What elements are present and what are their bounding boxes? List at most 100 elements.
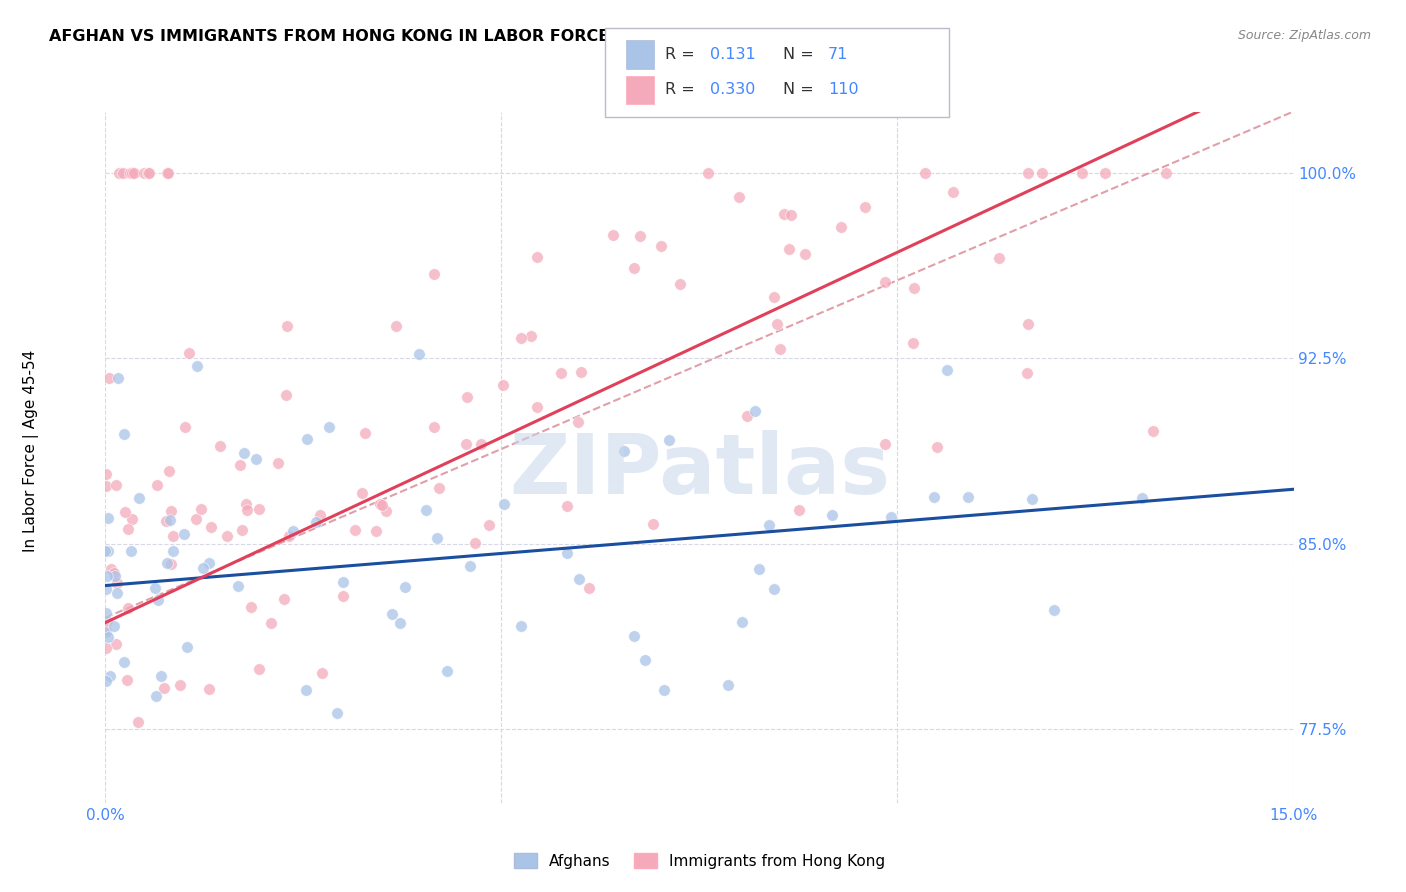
Point [470,437,492,451]
Point [155,514,177,528]
Point [173,527,195,541]
Point [628,229,651,244]
Point [1043,603,1066,617]
Point [105,477,128,491]
Point [148,592,170,607]
Legend: Afghans, Immigrants from Hong Kong: Afghans, Immigrants from Hong Kong [508,847,891,875]
Point [1017,317,1039,331]
Point [94,674,117,689]
Point [162,529,184,543]
Point [1094,166,1116,180]
Point [103,618,125,632]
Point [136,166,159,180]
Point [121,166,143,180]
Point [344,523,367,537]
Point [873,437,896,451]
Point [748,562,770,576]
Point [326,706,349,720]
Text: R =: R = [665,47,695,62]
Point [623,260,645,275]
Point [122,166,145,180]
Point [114,505,136,519]
Point [366,524,388,539]
Point [278,528,301,542]
Text: N =: N = [783,82,814,97]
Point [332,574,354,589]
Point [157,464,180,478]
Point [880,509,903,524]
Point [374,504,396,518]
Point [696,166,718,180]
Point [233,446,256,460]
Point [231,523,253,537]
Point [169,678,191,692]
Point [138,166,160,180]
Point [177,346,200,360]
Point [184,512,207,526]
Text: 0.330: 0.330 [710,82,755,97]
Point [641,517,664,532]
Point [176,640,198,655]
Point [510,331,533,345]
Point [426,531,449,545]
Point [773,207,796,221]
Point [229,458,252,472]
Point [311,665,333,680]
Text: R =: R = [665,82,695,97]
Point [249,662,271,676]
Point [464,536,486,550]
Point [281,524,304,538]
Point [115,673,138,687]
Point [274,388,297,402]
Point [658,433,681,447]
Point [107,371,129,385]
Point [1142,424,1164,438]
Point [247,502,270,516]
Text: N =: N = [783,47,814,62]
Point [120,544,142,558]
Point [765,317,787,331]
Point [787,503,810,517]
Point [778,242,800,256]
Point [1017,166,1039,180]
Point [121,512,143,526]
Point [1130,491,1153,506]
Point [200,519,222,533]
Point [96,569,118,583]
Point [97,510,120,524]
Point [105,576,128,591]
Point [160,504,183,518]
Point [127,714,149,729]
Point [332,589,354,603]
Point [149,668,172,682]
Point [526,400,548,414]
Point [794,247,817,261]
Point [568,572,591,586]
Point [276,318,298,333]
Point [105,586,128,600]
Point [1070,166,1092,180]
Point [830,220,852,235]
Point [96,641,118,656]
Point [925,441,948,455]
Point [394,580,416,594]
Point [190,501,212,516]
Point [215,529,238,543]
Point [779,208,801,222]
Point [273,591,295,606]
Point [423,267,446,281]
Point [727,190,749,204]
Point [510,618,533,632]
Point [94,625,117,640]
Point [193,561,215,575]
Point [555,499,578,513]
Point [458,559,481,574]
Point [567,415,589,429]
Point [155,166,177,180]
Point [96,478,118,492]
Point [758,517,780,532]
Point [762,582,785,596]
Point [763,290,786,304]
Point [456,391,478,405]
Point [901,336,924,351]
